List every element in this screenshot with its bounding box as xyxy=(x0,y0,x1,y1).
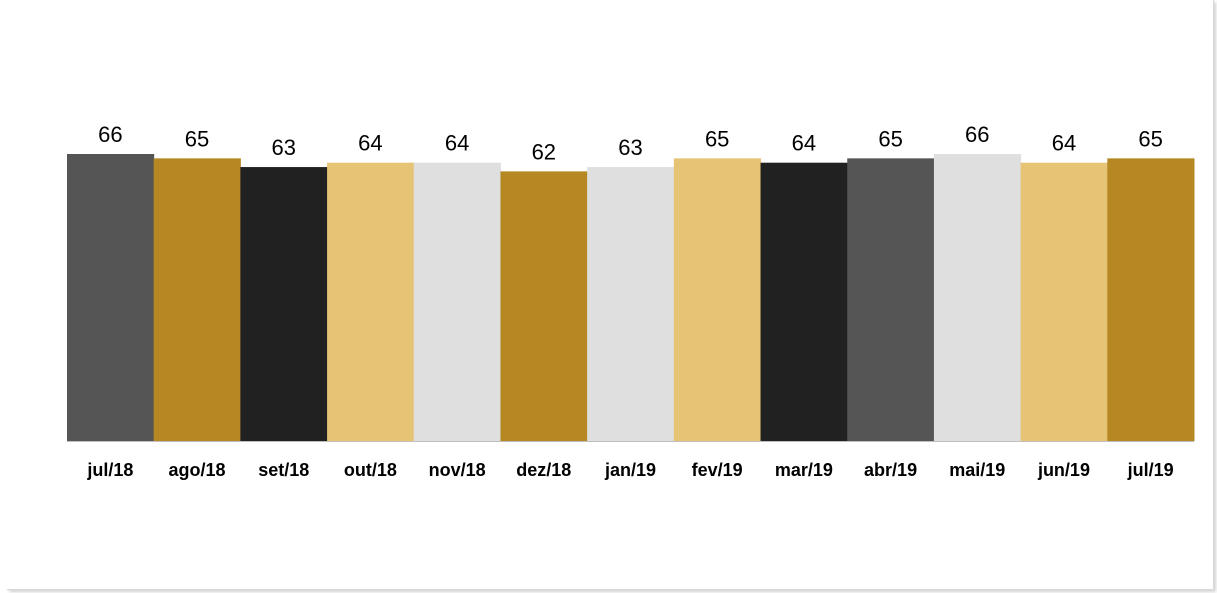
bar-jun-19 xyxy=(1020,162,1108,441)
bar-abr-19 xyxy=(847,158,935,441)
bar-mar-19 xyxy=(760,162,848,441)
x-tick-label-out-18: out/18 xyxy=(344,460,397,480)
value-label-ago-18: 65 xyxy=(185,126,209,151)
value-label-mar-19: 64 xyxy=(792,131,816,156)
x-tick-label-mar-19: mar/19 xyxy=(775,460,833,480)
value-label-set-18: 63 xyxy=(271,135,295,160)
bar-set-18 xyxy=(240,167,328,442)
x-tick-label-jul-19: jul/19 xyxy=(1127,460,1174,480)
bar-jan-19 xyxy=(587,167,675,442)
x-tick-labels-group: jul/18 ago/18 set/18 out/18 nov/18 dez/18 jan/… xyxy=(86,460,1173,480)
x-tick-label-jan-19: jan/19 xyxy=(604,460,656,480)
value-label-fev-19: 65 xyxy=(705,126,729,151)
bar-ago-18 xyxy=(153,158,241,441)
bar-jul-19 xyxy=(1107,158,1195,441)
x-tick-label-nov-18: nov/18 xyxy=(429,460,486,480)
x-tick-label-jun-19: jun/19 xyxy=(1037,460,1090,480)
value-label-abr-19: 65 xyxy=(878,126,902,151)
value-label-jul-18: 66 xyxy=(98,122,122,147)
x-tick-label-mai-19: mai/19 xyxy=(949,460,1005,480)
bar-nov-18 xyxy=(413,162,501,441)
x-tick-label-abr-19: abr/19 xyxy=(864,460,917,480)
bar-fev-19 xyxy=(673,158,762,441)
x-tick-label-jul-18: jul/18 xyxy=(86,460,133,480)
bar-out-18 xyxy=(327,162,415,441)
bar-mai-19 xyxy=(933,154,1022,441)
bar-jul-18 xyxy=(67,154,155,441)
bars-group xyxy=(67,154,1195,442)
value-label-jun-19: 64 xyxy=(1052,131,1076,156)
value-labels-group: 66 65 63 64 64 62 63 65 64 65 66 64 65 xyxy=(98,122,1163,164)
value-label-out-18: 64 xyxy=(358,131,382,156)
x-tick-label-dez-18: dez/18 xyxy=(516,460,571,480)
value-label-nov-18: 64 xyxy=(445,131,469,156)
value-label-dez-18: 62 xyxy=(532,139,556,164)
value-label-jan-19: 63 xyxy=(618,135,642,160)
bar-dez-18 xyxy=(500,171,588,441)
x-tick-label-ago-18: ago/18 xyxy=(169,460,226,480)
value-label-mai-19: 66 xyxy=(965,122,989,147)
x-tick-label-set-18: set/18 xyxy=(258,460,309,480)
x-tick-label-fev-19: fev/19 xyxy=(692,460,743,480)
value-label-jul-19: 65 xyxy=(1138,126,1162,151)
